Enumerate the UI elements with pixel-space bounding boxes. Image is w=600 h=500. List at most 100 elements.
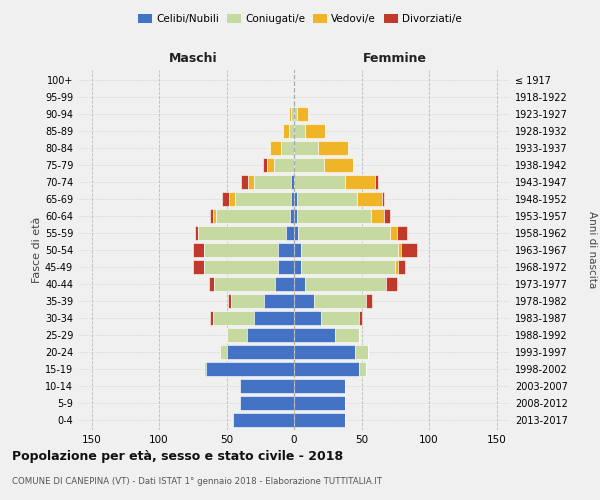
Bar xyxy=(294,294,314,308)
Bar xyxy=(278,243,294,257)
Bar xyxy=(359,362,365,376)
Bar xyxy=(240,379,294,393)
Bar xyxy=(294,158,324,172)
Bar xyxy=(210,209,213,223)
Bar xyxy=(321,311,359,325)
Bar xyxy=(294,345,355,359)
Bar xyxy=(390,226,397,240)
Bar xyxy=(241,175,248,189)
Bar xyxy=(294,328,335,342)
Bar xyxy=(267,158,274,172)
Bar xyxy=(324,158,353,172)
Bar xyxy=(193,243,203,257)
Bar xyxy=(294,124,305,138)
Bar xyxy=(359,311,361,325)
Bar xyxy=(229,192,235,206)
Bar xyxy=(240,396,294,410)
Bar xyxy=(220,345,227,359)
Bar xyxy=(203,362,206,376)
Bar xyxy=(385,209,390,223)
Bar xyxy=(294,260,301,274)
Bar xyxy=(314,294,365,308)
Bar xyxy=(294,396,346,410)
Bar xyxy=(355,345,368,359)
Bar xyxy=(196,226,198,240)
Bar xyxy=(235,192,292,206)
Bar xyxy=(283,124,289,138)
Bar xyxy=(294,107,296,121)
Bar xyxy=(371,209,385,223)
Bar xyxy=(223,192,229,206)
Text: Popolazione per età, sesso e stato civile - 2018: Popolazione per età, sesso e stato civil… xyxy=(12,450,343,463)
Bar xyxy=(254,311,294,325)
Bar xyxy=(289,124,294,138)
Text: COMUNE DI CANEPINA (VT) - Dati ISTAT 1° gennaio 2018 - Elaborazione TUTTITALIA.I: COMUNE DI CANEPINA (VT) - Dati ISTAT 1° … xyxy=(12,478,382,486)
Bar xyxy=(301,243,398,257)
Bar xyxy=(386,277,397,291)
Bar xyxy=(227,328,247,342)
Bar xyxy=(305,277,386,291)
Bar xyxy=(319,141,348,155)
Bar xyxy=(198,226,286,240)
Bar xyxy=(214,277,275,291)
Bar xyxy=(298,226,390,240)
Bar xyxy=(294,192,296,206)
Bar xyxy=(346,175,375,189)
Bar xyxy=(294,413,346,427)
Bar xyxy=(210,311,213,325)
Bar xyxy=(296,192,358,206)
Bar xyxy=(296,107,308,121)
Bar xyxy=(292,175,294,189)
Bar xyxy=(216,209,290,223)
Bar xyxy=(275,277,294,291)
Bar xyxy=(254,175,292,189)
Bar xyxy=(395,260,398,274)
Y-axis label: Anni di nascita: Anni di nascita xyxy=(587,212,597,288)
Bar xyxy=(290,209,294,223)
Bar xyxy=(296,209,371,223)
Bar xyxy=(270,141,281,155)
Bar xyxy=(228,294,230,308)
Bar xyxy=(233,413,294,427)
Bar xyxy=(289,107,292,121)
Bar xyxy=(375,175,378,189)
Bar xyxy=(248,175,254,189)
Bar xyxy=(227,345,294,359)
Bar xyxy=(294,141,319,155)
Bar xyxy=(213,311,254,325)
Bar xyxy=(382,192,385,206)
Bar xyxy=(209,277,214,291)
Bar xyxy=(398,243,401,257)
Bar xyxy=(203,260,278,274)
Bar xyxy=(294,362,359,376)
Bar xyxy=(247,328,294,342)
Bar xyxy=(301,260,395,274)
Bar xyxy=(365,294,372,308)
Bar xyxy=(278,260,294,274)
Y-axis label: Fasce di età: Fasce di età xyxy=(32,217,42,283)
Bar xyxy=(213,209,216,223)
Bar xyxy=(274,158,294,172)
Text: Maschi: Maschi xyxy=(169,52,217,65)
Bar xyxy=(206,362,294,376)
Bar xyxy=(263,158,267,172)
Bar xyxy=(230,294,265,308)
Bar xyxy=(292,107,294,121)
Bar xyxy=(286,226,294,240)
Bar xyxy=(203,243,278,257)
Bar xyxy=(335,328,359,342)
Bar xyxy=(294,379,346,393)
Bar xyxy=(265,294,294,308)
Bar xyxy=(294,243,301,257)
Text: Femmine: Femmine xyxy=(363,52,427,65)
Bar xyxy=(398,260,405,274)
Bar xyxy=(281,141,294,155)
Bar xyxy=(397,226,407,240)
Bar xyxy=(358,192,382,206)
Bar xyxy=(294,311,321,325)
Bar xyxy=(292,192,294,206)
Bar xyxy=(305,124,325,138)
Bar xyxy=(294,226,298,240)
Bar xyxy=(401,243,417,257)
Bar xyxy=(294,175,346,189)
